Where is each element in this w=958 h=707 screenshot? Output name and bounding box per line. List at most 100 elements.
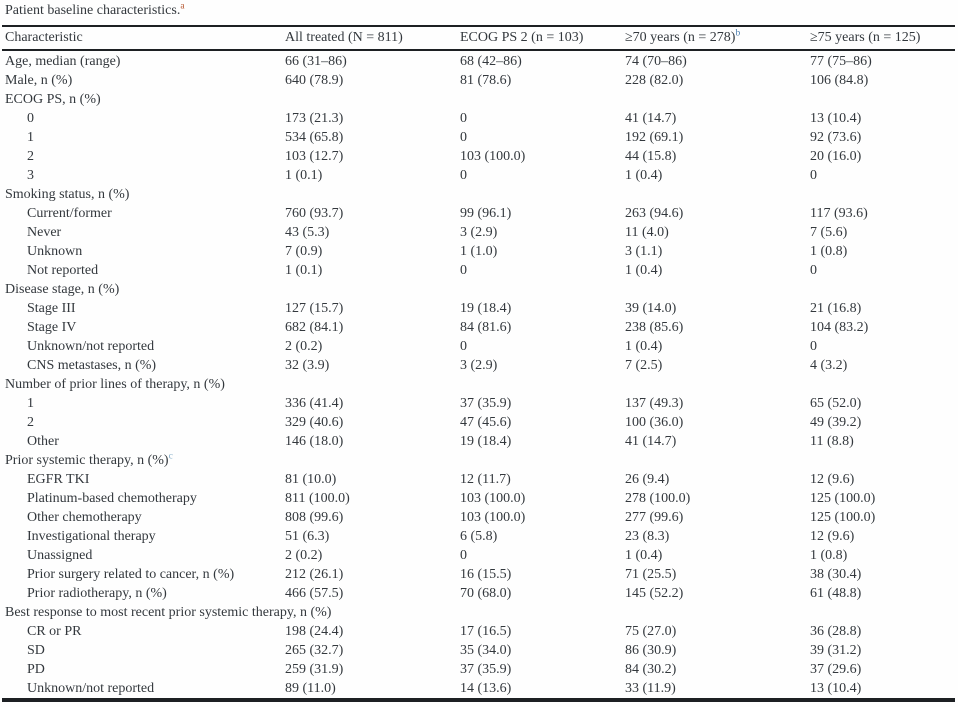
cell-ge70-years: 263 (94.6) <box>625 206 684 221</box>
column-header-ge75-years: ≥75 years (n = 125) <box>805 27 958 49</box>
cell-ge75-years: 106 (84.8) <box>810 73 869 88</box>
row-label-cell: 1 <box>0 128 280 147</box>
cell-ecog-ps2: 3 (2.9) <box>460 358 498 373</box>
table-header-row: Characteristic All treated (N = 811) ECO… <box>0 27 958 49</box>
cell-all-treated: 43 (5.3) <box>285 225 330 240</box>
cell-ecog-ps2: 12 (11.7) <box>460 472 511 487</box>
cell-all-treated: 466 (57.5) <box>285 586 344 601</box>
table-row: Stage IV 682 (84.1) 84 (81.6) 238 (85.6)… <box>0 318 958 337</box>
cell-ge75-years <box>805 375 958 394</box>
cell-all-treated: 682 (84.1) <box>285 320 344 335</box>
cell-ge70-years: 238 (85.6) <box>625 320 684 335</box>
row-label-cell: Disease stage, n (%) <box>0 280 280 299</box>
row-label-cell: Prior systemic therapy, n (%)c <box>0 451 280 470</box>
row-label: 1 <box>27 396 34 411</box>
cell-ecog-ps2 <box>455 90 620 109</box>
cell-all-treated: 760 (93.7) <box>285 206 344 221</box>
cell-all-treated: 1 (0.1) <box>285 168 323 183</box>
cell-all-treated: 173 (21.3) <box>285 111 344 126</box>
cell-all-treated: 336 (41.4) <box>285 396 344 411</box>
cell-ecog-ps2 <box>455 280 620 299</box>
cell-ecog-ps2: 6 (5.8) <box>460 529 498 544</box>
cell-all-treated: 212 (26.1) <box>285 567 344 582</box>
table-row: Never 43 (5.3) 3 (2.9) 11 (4.0) 7 (5.6) <box>0 223 958 242</box>
cell-all-treated: 534 (65.8) <box>285 130 344 145</box>
table-row: 3 1 (0.1) 0 1 (0.4) 0 <box>0 166 958 185</box>
cell-ecog-ps2: 19 (18.4) <box>460 434 512 449</box>
cell-ge70-years: 84 (30.2) <box>625 662 677 677</box>
row-label: Unassigned <box>27 548 93 563</box>
row-label: SD <box>27 643 45 658</box>
cell-ge75-years: 125 (100.0) <box>810 491 876 506</box>
cell-ge70-years: 192 (69.1) <box>625 130 684 145</box>
cell-all-treated <box>280 451 455 470</box>
table-row: CR or PR 198 (24.4) 17 (16.5) 75 (27.0) … <box>0 622 958 641</box>
table-row: Other 146 (18.0) 19 (18.4) 41 (14.7) 11 … <box>0 432 958 451</box>
row-label-cell: 3 <box>0 166 280 185</box>
cell-ecog-ps2: 0 <box>460 339 467 354</box>
row-label: Stage IV <box>27 320 77 335</box>
row-label: Current/former <box>27 206 112 221</box>
cell-ecog-ps2 <box>455 375 620 394</box>
cell-ge75-years: 0 <box>810 263 817 278</box>
cell-ge75-years: 21 (16.8) <box>810 301 862 316</box>
column-header-label: All treated (N = 811) <box>285 30 403 45</box>
cell-ge70-years: 278 (100.0) <box>625 491 691 506</box>
cell-ge75-years: 92 (73.6) <box>810 130 862 145</box>
table-row: Male, n (%) 640 (78.9) 81 (78.6) 228 (82… <box>0 71 958 90</box>
cell-all-treated: 89 (11.0) <box>285 681 336 696</box>
cell-all-treated: 1 (0.1) <box>285 263 323 278</box>
cell-ecog-ps2: 14 (13.6) <box>460 681 512 696</box>
cell-ecog-ps2: 0 <box>460 111 467 126</box>
row-label: Prior radiotherapy, n (%) <box>27 586 167 601</box>
cell-ge75-years: 1 (0.8) <box>810 548 848 563</box>
row-label: Not reported <box>27 263 99 278</box>
table-row: CNS metastases, n (%) 32 (3.9) 3 (2.9) 7… <box>0 356 958 375</box>
row-label: 1 <box>27 130 34 145</box>
cell-ecog-ps2: 81 (78.6) <box>460 73 512 88</box>
cell-all-treated: 51 (6.3) <box>285 529 330 544</box>
table-row: 2 103 (12.7) 103 (100.0) 44 (15.8) 20 (1… <box>0 147 958 166</box>
cell-ge75-years: 0 <box>810 339 817 354</box>
table-row: Current/former 760 (93.7) 99 (96.1) 263 … <box>0 204 958 223</box>
row-label-cell: PD <box>0 660 280 679</box>
cell-ge75-years: 36 (28.8) <box>810 624 862 639</box>
cell-ge75-years: 11 (8.8) <box>810 434 854 449</box>
row-label-cell: 2 <box>0 147 280 166</box>
cell-ge75-years: 4 (3.2) <box>810 358 848 373</box>
table-row: 1 534 (65.8) 0 192 (69.1) 92 (73.6) <box>0 128 958 147</box>
cell-ge70-years <box>620 90 805 109</box>
cell-all-treated: 2 (0.2) <box>285 548 323 563</box>
cell-all-treated <box>280 603 455 622</box>
table-row: Number of prior lines of therapy, n (%) <box>0 375 958 394</box>
cell-ecog-ps2: 37 (35.9) <box>460 396 512 411</box>
cell-ecog-ps2: 47 (45.6) <box>460 415 512 430</box>
row-label-cell: Platinum-based chemotherapy <box>0 489 280 508</box>
row-label: CR or PR <box>27 624 82 639</box>
table-row: Investigational therapy 51 (6.3) 6 (5.8)… <box>0 527 958 546</box>
cell-ecog-ps2: 17 (16.5) <box>460 624 512 639</box>
cell-ecog-ps2 <box>455 603 620 622</box>
column-header-label: ≥70 years (n = 278) <box>625 30 736 45</box>
table-row: Platinum-based chemotherapy 811 (100.0) … <box>0 489 958 508</box>
row-label: Platinum-based chemotherapy <box>27 491 197 506</box>
cell-ge75-years: 13 (10.4) <box>810 111 862 126</box>
row-label-cell: EGFR TKI <box>0 470 280 489</box>
bottom-rule <box>2 698 955 702</box>
cell-all-treated: 808 (99.6) <box>285 510 344 525</box>
cell-ecog-ps2: 103 (100.0) <box>460 510 526 525</box>
cell-ecog-ps2: 68 (42–86) <box>460 54 522 69</box>
cell-all-treated: 103 (12.7) <box>285 149 344 164</box>
table-body: Age, median (range) 66 (31–86) 68 (42–86… <box>0 52 958 698</box>
cell-ecog-ps2: 0 <box>460 263 467 278</box>
cell-ge75-years: 39 (31.2) <box>810 643 862 658</box>
row-label-cell: Unknown <box>0 242 280 261</box>
table-row: Prior surgery related to cancer, n (%) 2… <box>0 565 958 584</box>
cell-ecog-ps2 <box>455 185 620 204</box>
row-label-cell: Stage IV <box>0 318 280 337</box>
cell-all-treated: 81 (10.0) <box>285 472 337 487</box>
cell-ge70-years: 1 (0.4) <box>625 339 663 354</box>
cell-ecog-ps2: 103 (100.0) <box>460 149 526 164</box>
cell-ge70-years: 74 (70–86) <box>625 54 687 69</box>
cell-ge70-years: 1 (0.4) <box>625 263 663 278</box>
